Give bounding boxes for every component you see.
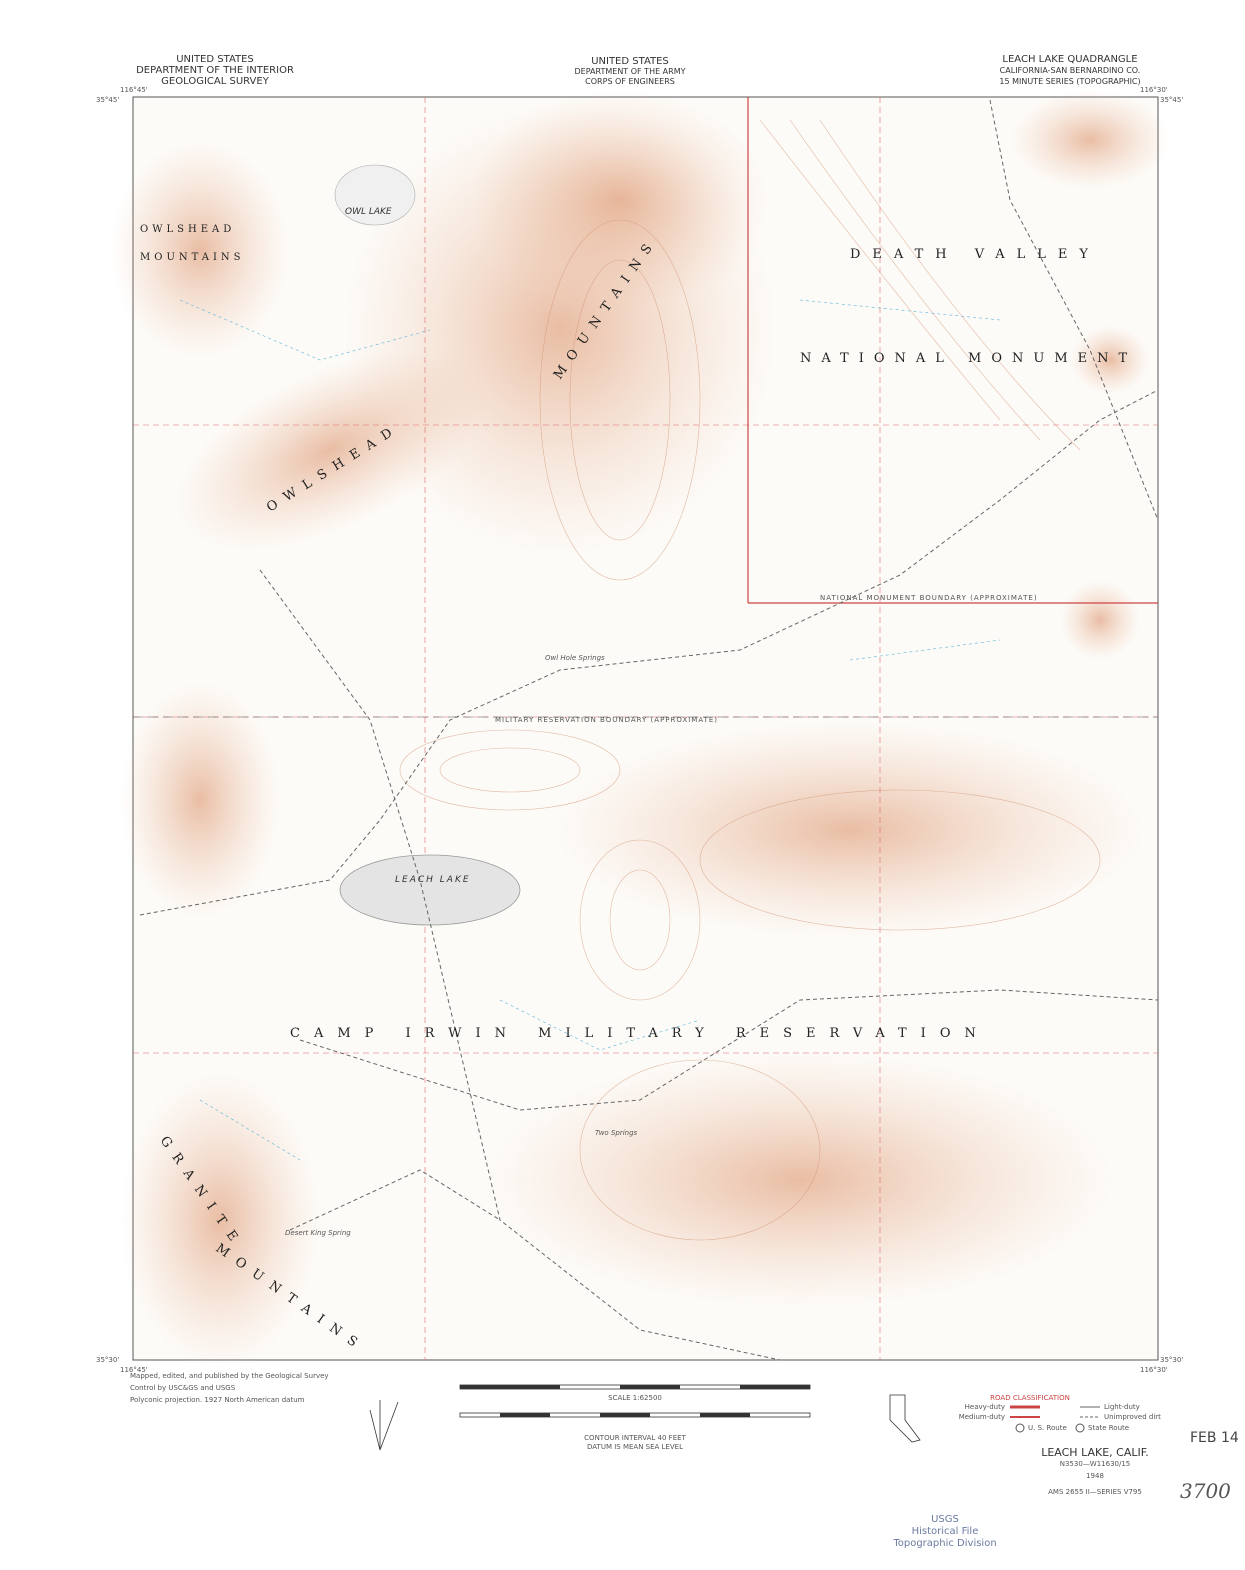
boundary-label: MILITARY RESERVATION BOUNDARY (APPROXIMA… [495, 716, 718, 724]
corner-label: 35°30' [1160, 1356, 1183, 1364]
header-left: DEPARTMENT OF THE INTERIOR [136, 65, 294, 76]
legend-item: State Route [1088, 1424, 1129, 1432]
place-label: MOUNTAINS [140, 252, 245, 263]
place-label: NATIONAL MONUMENT [800, 351, 1137, 366]
datum-label: DATUM IS MEAN SEA LEVEL [587, 1443, 683, 1451]
header-center: UNITED STATES [591, 56, 669, 67]
legend-item: Heavy-duty [965, 1403, 1005, 1411]
quad-code: N3530—W11630/15 [1060, 1460, 1131, 1468]
header-left: GEOLOGICAL SURVEY [161, 76, 270, 87]
scale-bar [459, 1384, 811, 1418]
spring-label: Owl Hole Springs [545, 654, 605, 662]
stamp-date: FEB 14 [1190, 1430, 1239, 1446]
streams [179, 299, 1001, 1161]
header-right: CALIFORNIA-SAN BERNARDINO CO. [1000, 66, 1141, 75]
place-label: OWL LAKE [345, 207, 392, 217]
quad-series: AMS 2655 II—SERIES V795 [1048, 1488, 1142, 1496]
contour-label: CONTOUR INTERVAL 40 FEET [584, 1434, 686, 1442]
place-label: LEACH LAKE [395, 875, 471, 885]
legend-item: Medium-duty [959, 1413, 1005, 1421]
state-inset [889, 1394, 921, 1443]
header-left: UNITED STATES [176, 54, 254, 65]
north-arrow [369, 1400, 399, 1451]
scale-label: SCALE 1:62500 [608, 1394, 662, 1402]
stamp-line: USGS [931, 1514, 959, 1525]
spring-label: Desert King Spring [285, 1229, 351, 1237]
header-center: CORPS OF ENGINEERS [585, 77, 675, 86]
legend-item: Light-duty [1104, 1403, 1140, 1411]
stamp-line: Topographic Division [892, 1538, 996, 1549]
place-label: CAMP IRWIN MILITARY RESERVATION [290, 1026, 990, 1041]
corner-label: 116°30' [1140, 86, 1168, 94]
credit-line: Polyconic projection. 1927 North America… [130, 1396, 305, 1404]
place-label: DEATH VALLEY [850, 247, 1100, 262]
corner-label: 116°45' [120, 1366, 148, 1374]
header-center: DEPARTMENT OF THE ARMY [575, 67, 686, 76]
legend-item: Unimproved dirt [1104, 1413, 1161, 1421]
corner-label: 116°30' [1140, 1366, 1168, 1374]
corner-label: 116°45' [120, 86, 148, 94]
legend-title: ROAD CLASSIFICATION [990, 1394, 1070, 1402]
road-legend [1010, 1405, 1100, 1433]
legend-item: U. S. Route [1028, 1424, 1067, 1432]
corner-label: 35°30' [96, 1356, 119, 1364]
corner-label: 35°45' [1160, 96, 1183, 104]
quad-year: 1948 [1086, 1472, 1104, 1480]
contours [399, 119, 1101, 1241]
stamp-line: Historical File [912, 1526, 979, 1537]
stamp-number: 3700 [1180, 1479, 1231, 1503]
boundary-label: NATIONAL MONUMENT BOUNDARY (APPROXIMATE) [820, 594, 1038, 602]
quad-name: LEACH LAKE, CALIF. [1041, 1446, 1149, 1459]
terrain [110, 90, 1170, 1370]
leach-lake [339, 854, 521, 926]
owl-lake [334, 164, 416, 226]
header-right: LEACH LAKE QUADRANGLE [1002, 54, 1137, 65]
roads [139, 99, 1159, 1361]
credit-line: Mapped, edited, and published by the Geo… [130, 1372, 329, 1380]
header-right: 15 MINUTE SERIES (TOPOGRAPHIC) [999, 77, 1140, 86]
place-label: OWLSHEAD [140, 224, 235, 235]
credit-line: Control by USC&GS and USGS [130, 1384, 236, 1392]
spring-label: Two Springs [595, 1129, 638, 1137]
corner-label: 35°45' [96, 96, 119, 104]
section-grid [133, 97, 1158, 1360]
